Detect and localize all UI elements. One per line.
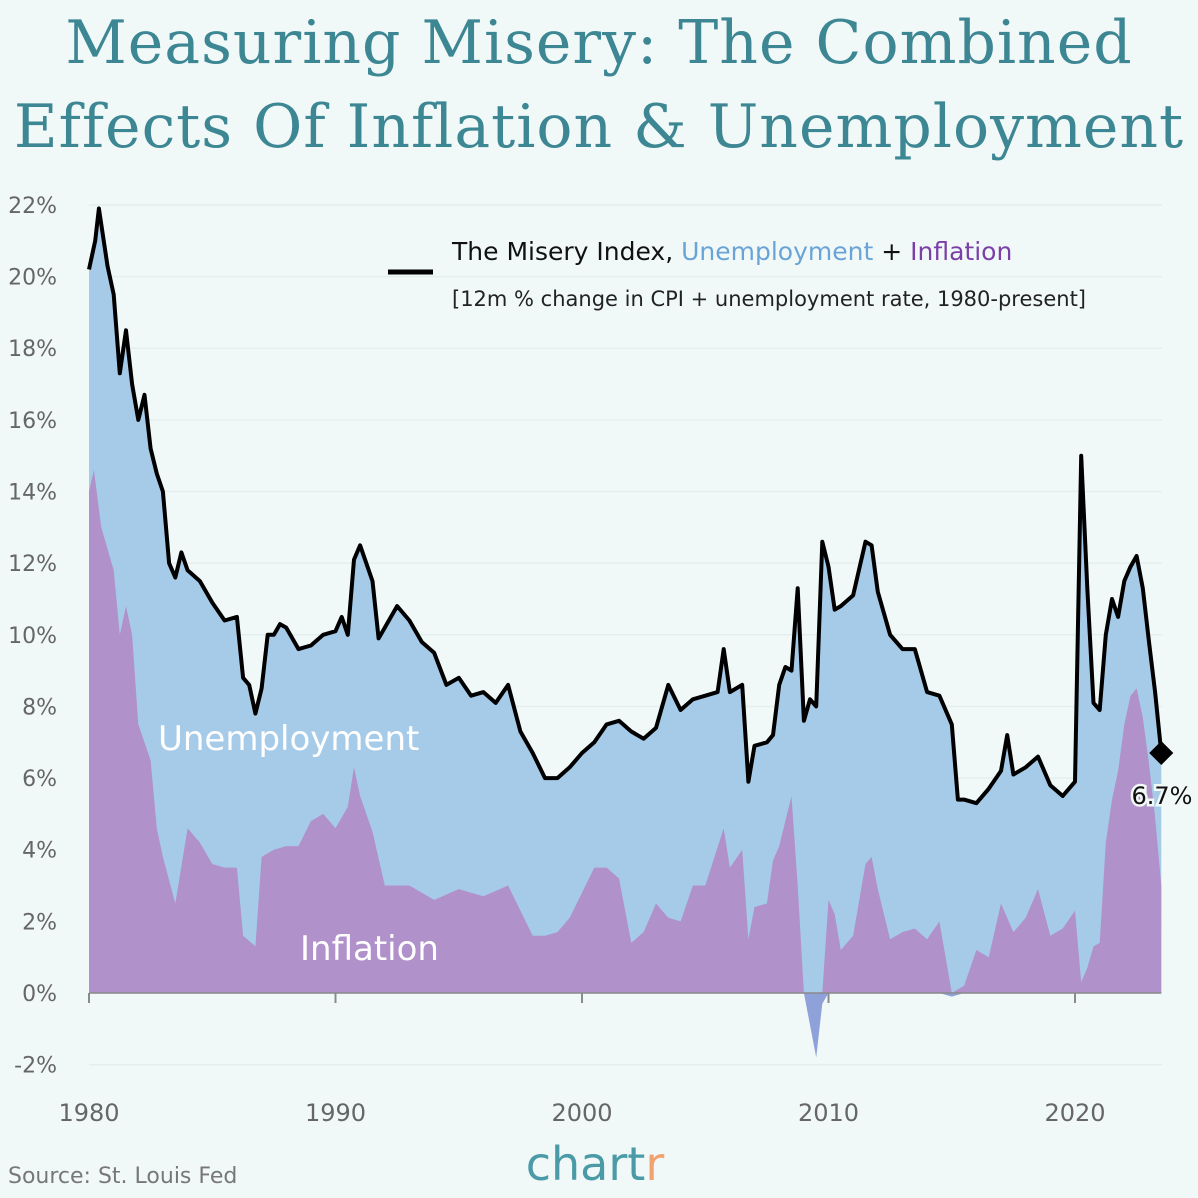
inflation-area: [89, 470, 1162, 993]
negative-inflation-area: [89, 993, 1162, 1058]
y-axis-ticks: -2% 0% 2% 4% 6% 8% 10% 12% 14% 16% 18% 20% 22%: [8, 194, 57, 1079]
y-tick-label: 20%: [8, 266, 57, 291]
legend-plus: +: [873, 237, 910, 266]
logo-accent: r: [645, 1137, 664, 1191]
x-tick-label: 2020: [1044, 1099, 1105, 1127]
source-note: Source: St. Louis Fed: [8, 1164, 237, 1189]
legend-inflation: Inflation: [910, 237, 1012, 266]
y-tick-label: 22%: [8, 194, 57, 219]
logo-main: chart: [526, 1137, 646, 1191]
latest-value-marker: [1149, 740, 1174, 766]
legend-unemployment: Unemployment: [681, 237, 873, 266]
unemployment-area-label: Unemployment: [158, 719, 419, 759]
latest-value-label: 6.7%: [1132, 782, 1193, 810]
y-tick-label: 8%: [22, 695, 57, 720]
chart-title-line-1: Measuring Misery: The Combined: [65, 8, 1133, 78]
x-tick-label: 2000: [551, 1099, 612, 1127]
misery-index-line: [87, 206, 1164, 806]
y-tick-label: 14%: [8, 481, 57, 506]
legend-prefix: The Misery Index,: [451, 237, 681, 266]
y-tick-label: 4%: [22, 839, 57, 864]
y-tick-label: 0%: [22, 982, 57, 1007]
chartr-logo: chartr: [526, 1137, 665, 1191]
y-tick-label: -2%: [14, 1054, 57, 1079]
y-tick-label: 18%: [8, 337, 57, 362]
y-tick-label: 6%: [22, 767, 57, 792]
areas: [89, 208, 1162, 1058]
inflation-area-label: Inflation: [300, 929, 439, 969]
x-tick-label: 2010: [798, 1099, 859, 1127]
unemployment-area: [89, 208, 1162, 993]
x-axis-ticks: 1980 1990 2000 2010 2020: [58, 993, 1106, 1127]
y-tick-label: 2%: [22, 910, 57, 935]
y-tick-label: 10%: [8, 624, 57, 649]
y-tick-label: 12%: [8, 552, 57, 577]
legend-title: The Misery Index, Unemployment + Inflati…: [451, 237, 1012, 266]
x-tick-label: 1990: [305, 1099, 366, 1127]
x-tick-label: 1980: [58, 1099, 119, 1127]
legend-subtitle: [12m % change in CPI + unemployment rate…: [452, 287, 1086, 311]
chart-title-line-2: Effects Of Inflation & Unemployment: [13, 92, 1185, 162]
y-tick-label: 16%: [8, 409, 57, 434]
